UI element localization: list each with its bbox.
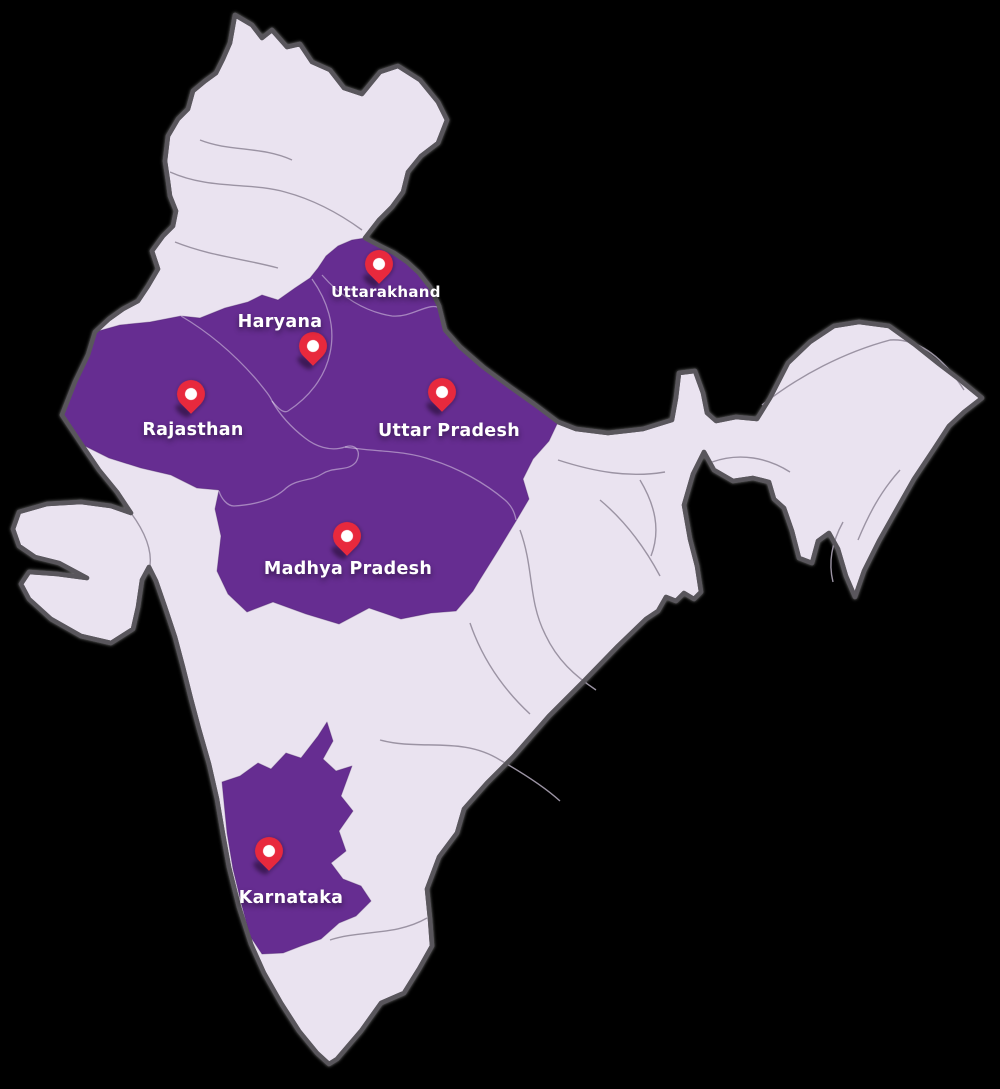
state-label: Haryana — [237, 312, 323, 332]
highlighted-state-borders — [180, 274, 517, 521]
state-label: Karnataka — [238, 888, 344, 908]
state-label: Uttar Pradesh — [378, 421, 520, 441]
india-country-border-overlay — [10, 12, 985, 1067]
state-label: Madhya Pradesh — [263, 559, 433, 579]
state-label: Rajasthan — [142, 420, 244, 440]
state-label: Uttarakhand — [331, 283, 441, 301]
highlighted-region-karnataka — [221, 721, 372, 955]
